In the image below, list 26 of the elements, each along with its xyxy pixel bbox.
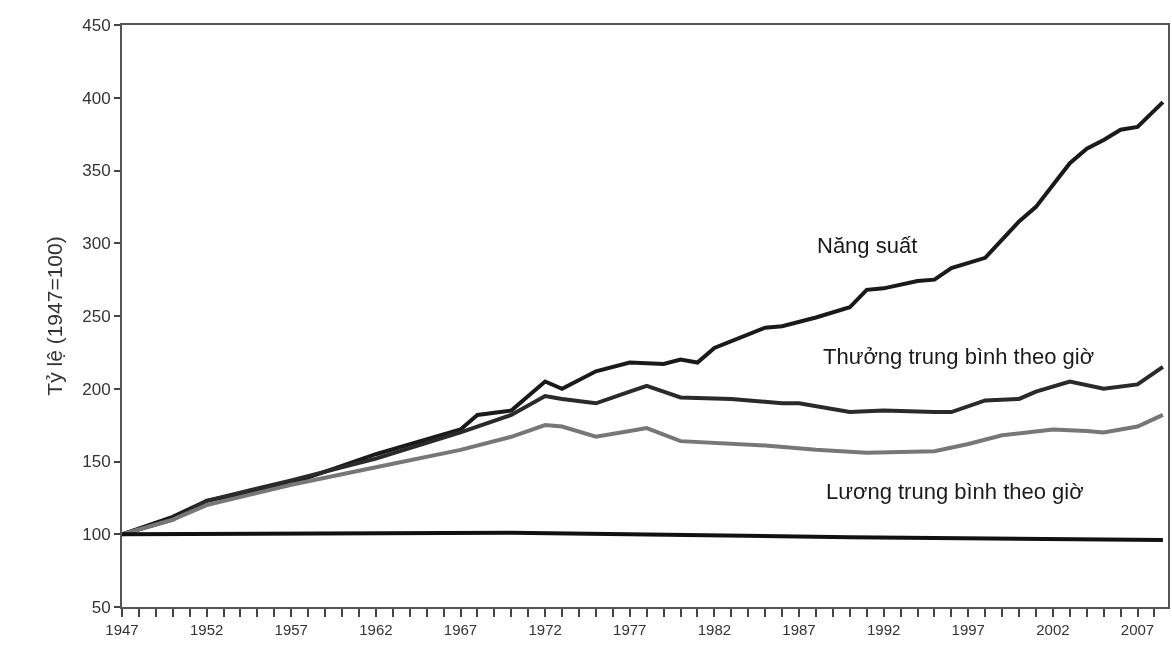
y-tick-label: 150: [82, 452, 111, 472]
y-tick-label: 450: [82, 15, 111, 35]
y-tick-label: 400: [82, 88, 111, 108]
x-tick-label: 1952: [189, 621, 224, 638]
x-tick-label: 1977: [613, 621, 647, 638]
x-tick-label: 2002: [1036, 621, 1070, 638]
y-axis-title: Tỷ lệ (1947=100): [42, 236, 66, 396]
x-tick-label: 1947: [105, 621, 139, 638]
x-tick-label: 1982: [697, 621, 732, 638]
x-tick-label: 1967: [443, 621, 478, 638]
x-tick-label: 1957: [274, 621, 308, 638]
x-tick-label: 1962: [359, 621, 393, 638]
x-tick-label: 1997: [951, 621, 985, 638]
y-tick-label: 350: [82, 161, 111, 181]
series-label: Lương trung bình theo giờ: [826, 479, 1084, 504]
y-tick-label: 250: [82, 306, 111, 326]
x-tick-label: 2007: [1120, 621, 1155, 638]
y-tick-label: 50: [91, 597, 111, 617]
y-tick-label: 200: [82, 379, 111, 399]
x-tick-label: 1972: [528, 621, 562, 638]
series-label: Năng suất: [817, 233, 918, 258]
x-tick-label: 1987: [782, 621, 816, 638]
x-tick-label: 1992: [866, 621, 901, 638]
y-tick-label: 300: [82, 234, 111, 254]
series-label: Thưởng trung bình theo giờ: [823, 344, 1095, 369]
y-tick-label: 100: [82, 525, 111, 545]
